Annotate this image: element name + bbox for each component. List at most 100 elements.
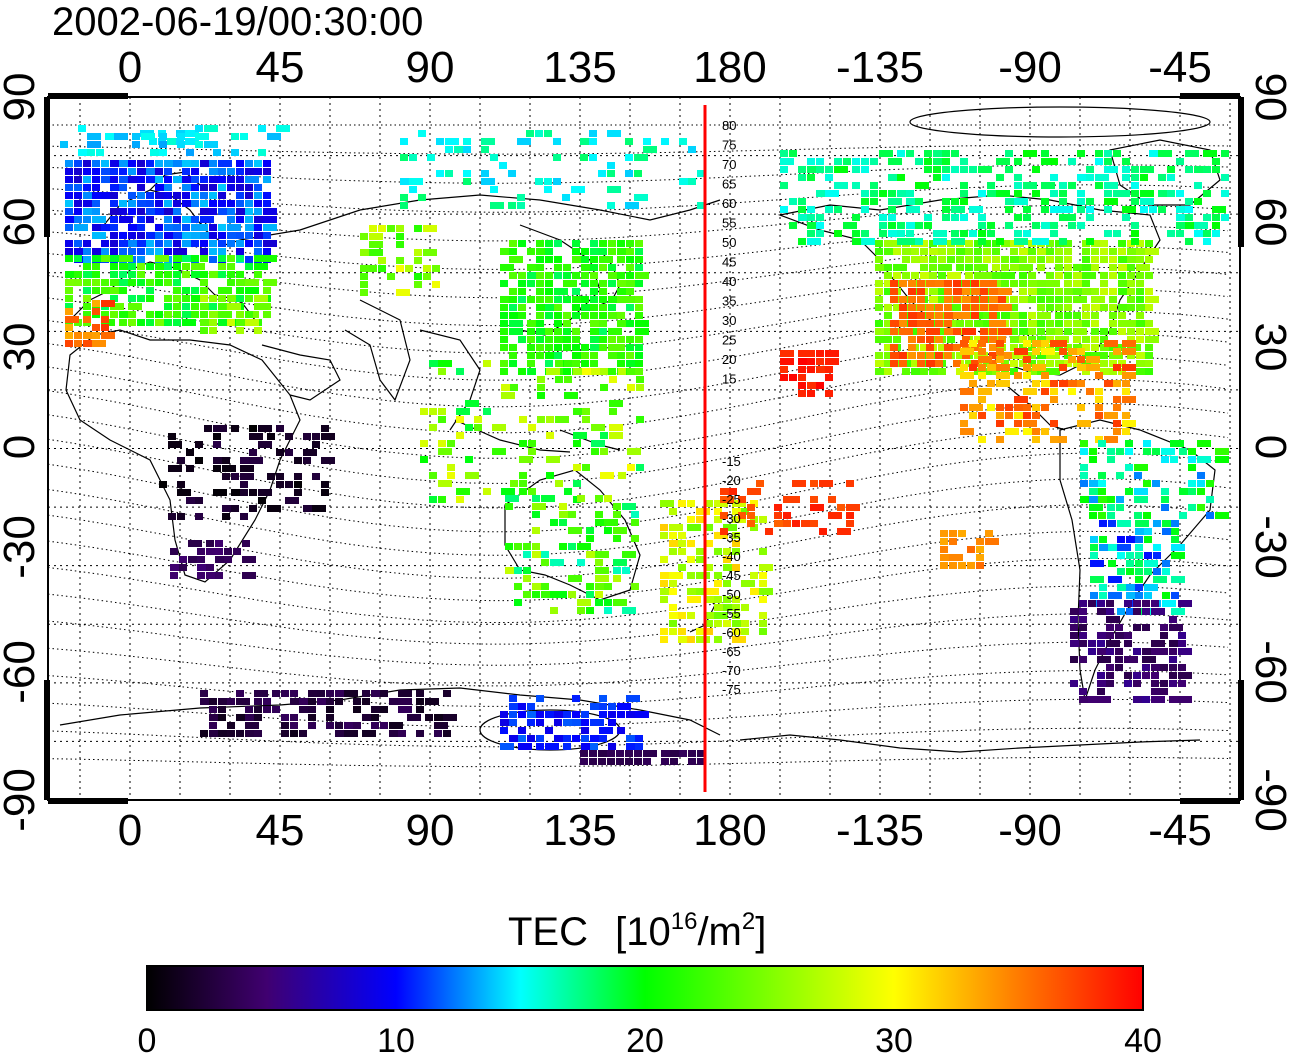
tec-cell bbox=[929, 296, 943, 303]
tec-cell bbox=[697, 758, 705, 765]
tec-cell bbox=[920, 240, 928, 247]
tec-cell bbox=[137, 208, 145, 215]
tec-cell bbox=[550, 591, 564, 598]
tec-cell bbox=[236, 192, 244, 199]
tec-cell bbox=[589, 154, 597, 161]
tec-cell bbox=[409, 178, 423, 185]
tec-cell bbox=[177, 141, 185, 148]
tec-cell bbox=[1019, 312, 1027, 319]
tec-cell bbox=[1086, 388, 1094, 395]
tec-cell bbox=[1169, 664, 1177, 671]
magnetic-contour bbox=[48, 670, 1229, 707]
tec-cell bbox=[978, 364, 986, 371]
tec-cell bbox=[759, 572, 767, 579]
tec-cell bbox=[281, 714, 289, 721]
tec-cell bbox=[1178, 672, 1192, 679]
tec-cell bbox=[173, 160, 187, 167]
tec-cell bbox=[101, 248, 109, 255]
tec-cell bbox=[236, 200, 244, 207]
tec-cell bbox=[980, 336, 988, 343]
tec-cell bbox=[1005, 198, 1019, 205]
tec-cell bbox=[1077, 190, 1085, 197]
tec-cell bbox=[947, 272, 961, 279]
maglat-label: 75 bbox=[722, 138, 736, 153]
tec-cell bbox=[371, 714, 379, 721]
tec-cell bbox=[353, 722, 361, 729]
tec-cell bbox=[483, 360, 491, 367]
tec-cell bbox=[1104, 436, 1118, 443]
tec-cell bbox=[687, 572, 695, 579]
tec-cell bbox=[1161, 504, 1169, 511]
tec-cell bbox=[942, 174, 950, 181]
tec-cell bbox=[643, 750, 657, 757]
tec-cell bbox=[1178, 640, 1186, 647]
tec-cell bbox=[209, 722, 217, 729]
tec-cell bbox=[792, 496, 800, 503]
tec-cell bbox=[600, 384, 608, 391]
tec-cell bbox=[581, 280, 589, 287]
tec-cell bbox=[146, 311, 154, 318]
tec-cell bbox=[1169, 640, 1183, 647]
tec-cell bbox=[554, 264, 562, 271]
tec-cell bbox=[215, 540, 223, 547]
tec-cell bbox=[581, 360, 589, 367]
tec-cell bbox=[1014, 190, 1022, 197]
tec-cell bbox=[723, 564, 737, 571]
tec-cell bbox=[974, 272, 988, 279]
tec-cell bbox=[191, 263, 205, 270]
tec-cell bbox=[938, 248, 946, 255]
tec-cell bbox=[164, 319, 172, 326]
tec-cell bbox=[987, 380, 995, 387]
tec-cell bbox=[294, 473, 302, 480]
tec-cell bbox=[599, 280, 607, 287]
tec-cell bbox=[1041, 428, 1049, 435]
tec-cell bbox=[1188, 448, 1196, 455]
tec-cell bbox=[501, 488, 515, 495]
tec-cell bbox=[996, 356, 1004, 363]
tec-cell bbox=[807, 158, 815, 165]
tec-cell bbox=[1064, 296, 1072, 303]
tec-cell bbox=[1136, 280, 1144, 287]
tec-cell bbox=[1185, 222, 1199, 229]
tec-cell bbox=[607, 162, 615, 169]
tec-cell bbox=[267, 505, 281, 512]
tec-cell bbox=[1068, 222, 1076, 229]
tec-cell bbox=[434, 730, 442, 737]
tec-cell bbox=[789, 374, 797, 381]
tec-cell bbox=[942, 198, 950, 205]
tec-cell bbox=[1176, 206, 1190, 213]
tec-cell bbox=[1089, 480, 1103, 487]
tec-cell bbox=[155, 208, 169, 215]
tec-cell bbox=[1106, 624, 1114, 631]
tec-cell bbox=[168, 441, 182, 448]
magnetic-contour bbox=[48, 478, 1229, 556]
tec-cell bbox=[989, 328, 997, 335]
tec-cell bbox=[215, 572, 223, 579]
tec-cell bbox=[1037, 320, 1045, 327]
tec-cell bbox=[798, 350, 812, 357]
tec-cell bbox=[209, 319, 217, 326]
tec-cell bbox=[976, 538, 984, 545]
tec-cell bbox=[852, 182, 860, 189]
tec-cell bbox=[573, 408, 587, 415]
tec-cell bbox=[1059, 198, 1067, 205]
tec-cell bbox=[897, 150, 905, 157]
tec-cell bbox=[599, 735, 607, 742]
tec-cell bbox=[1124, 680, 1132, 687]
tec-cell bbox=[501, 392, 515, 399]
tec-cell bbox=[635, 280, 643, 287]
tec-cell bbox=[678, 612, 686, 619]
tec-cell bbox=[1059, 206, 1073, 213]
tec-cell bbox=[1118, 344, 1126, 351]
tec-cell bbox=[195, 441, 203, 448]
tec-cell bbox=[554, 711, 568, 718]
tec-cell bbox=[926, 352, 934, 359]
tec-cell bbox=[396, 225, 404, 232]
tec-cell bbox=[1028, 336, 1036, 343]
tec-cell bbox=[242, 572, 256, 579]
tec-cell bbox=[447, 464, 455, 471]
tec-cell bbox=[1153, 544, 1161, 551]
tec-cell bbox=[998, 352, 1012, 359]
tec-cell bbox=[599, 336, 607, 343]
tec-cell bbox=[1162, 568, 1170, 575]
